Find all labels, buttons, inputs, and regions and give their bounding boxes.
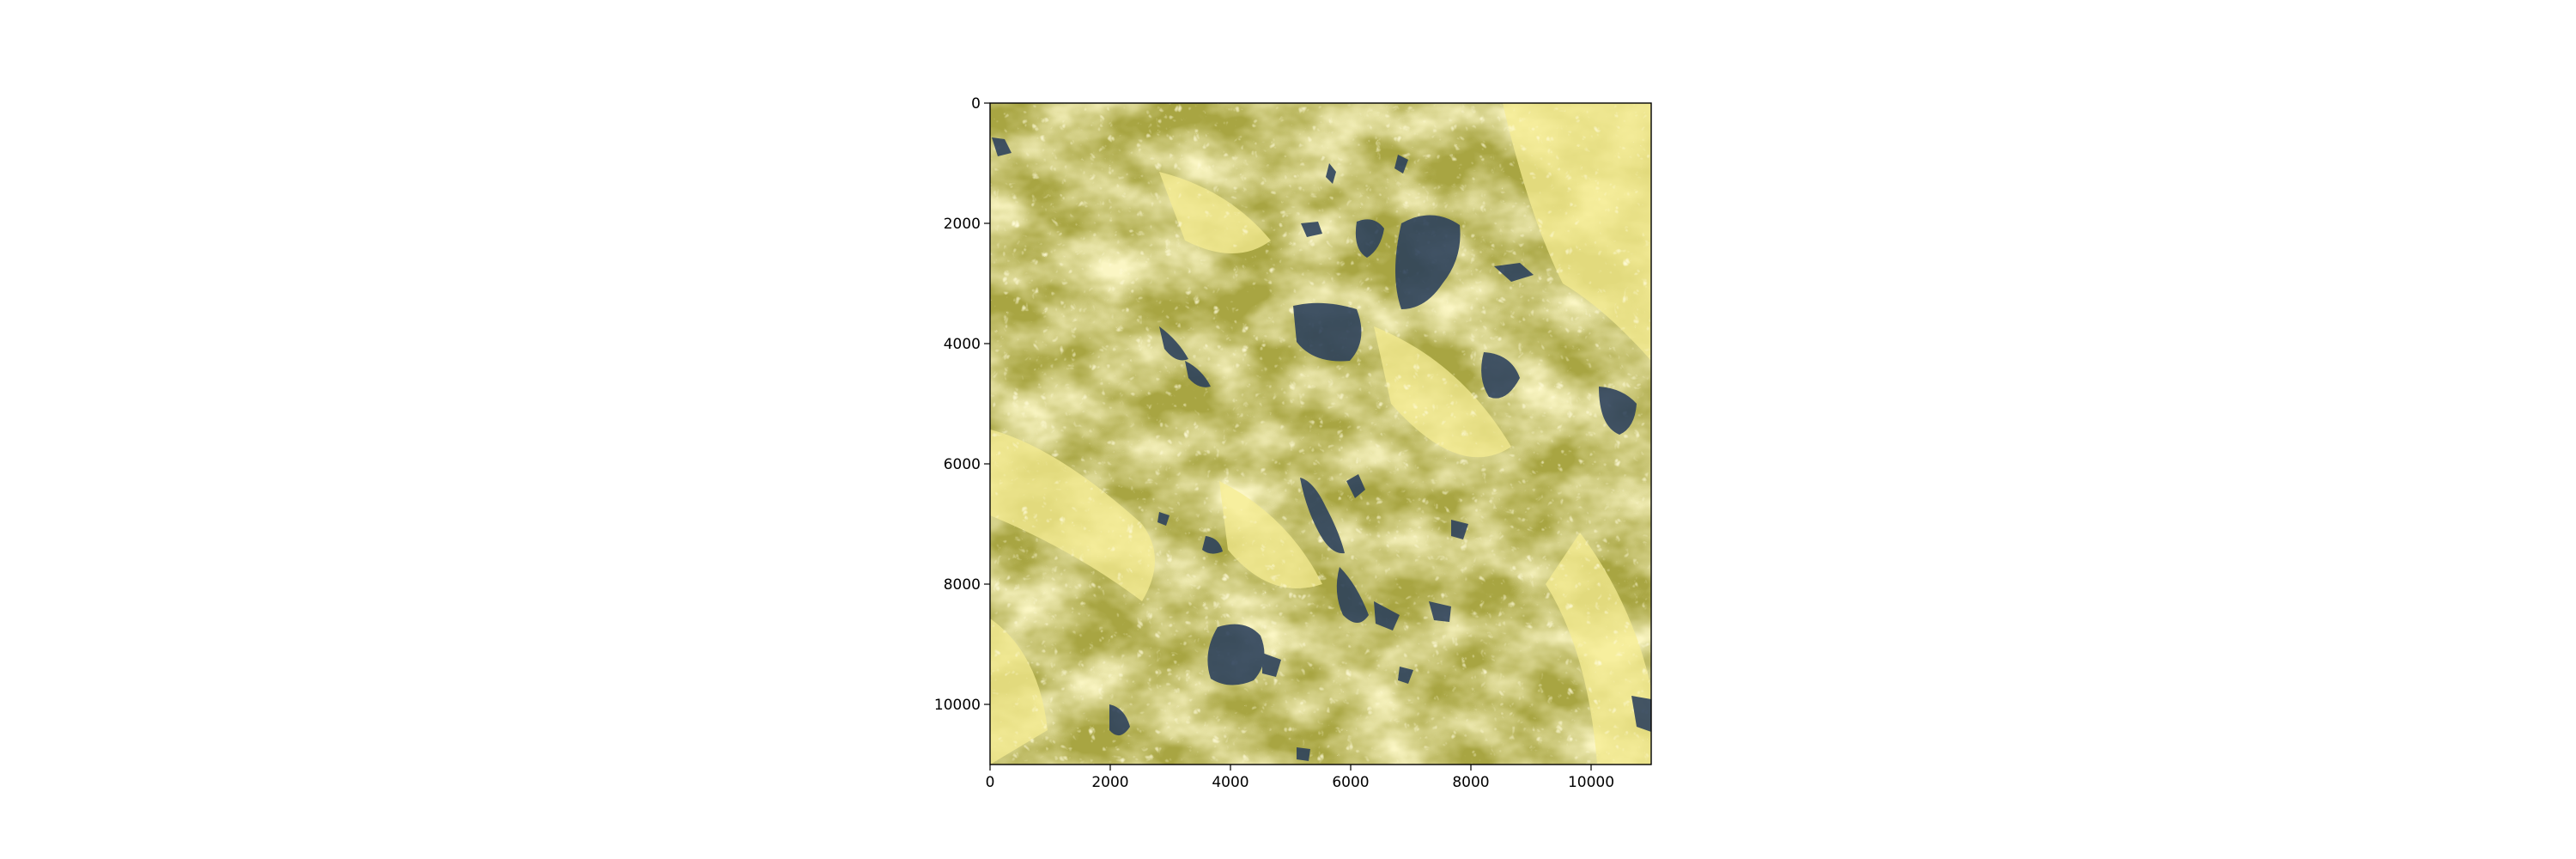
y-tick-label: 4000 — [944, 336, 981, 353]
y-tick-label: 8000 — [944, 576, 981, 594]
y-tick-label: 0 — [971, 95, 981, 113]
x-tick-label: 4000 — [1212, 774, 1249, 791]
cloud-speckle — [990, 103, 1651, 765]
x-tick-label: 10000 — [1568, 774, 1614, 791]
satellite-image — [990, 103, 1651, 765]
y-axis: 0 2000 4000 6000 8000 10000 — [934, 95, 990, 714]
x-tick-label: 0 — [986, 774, 995, 791]
x-tick-label: 8000 — [1452, 774, 1489, 791]
x-tick-label: 6000 — [1332, 774, 1369, 791]
y-tick-label: 6000 — [944, 456, 981, 473]
x-axis: 0 2000 4000 6000 8000 10000 — [986, 765, 1614, 791]
plot-frame — [989, 102, 1652, 765]
clear-sky-patches — [992, 137, 1651, 761]
x-tick-label: 2000 — [1091, 774, 1128, 791]
y-tick-label: 2000 — [944, 216, 981, 233]
y-tick-label: 10000 — [934, 697, 981, 714]
